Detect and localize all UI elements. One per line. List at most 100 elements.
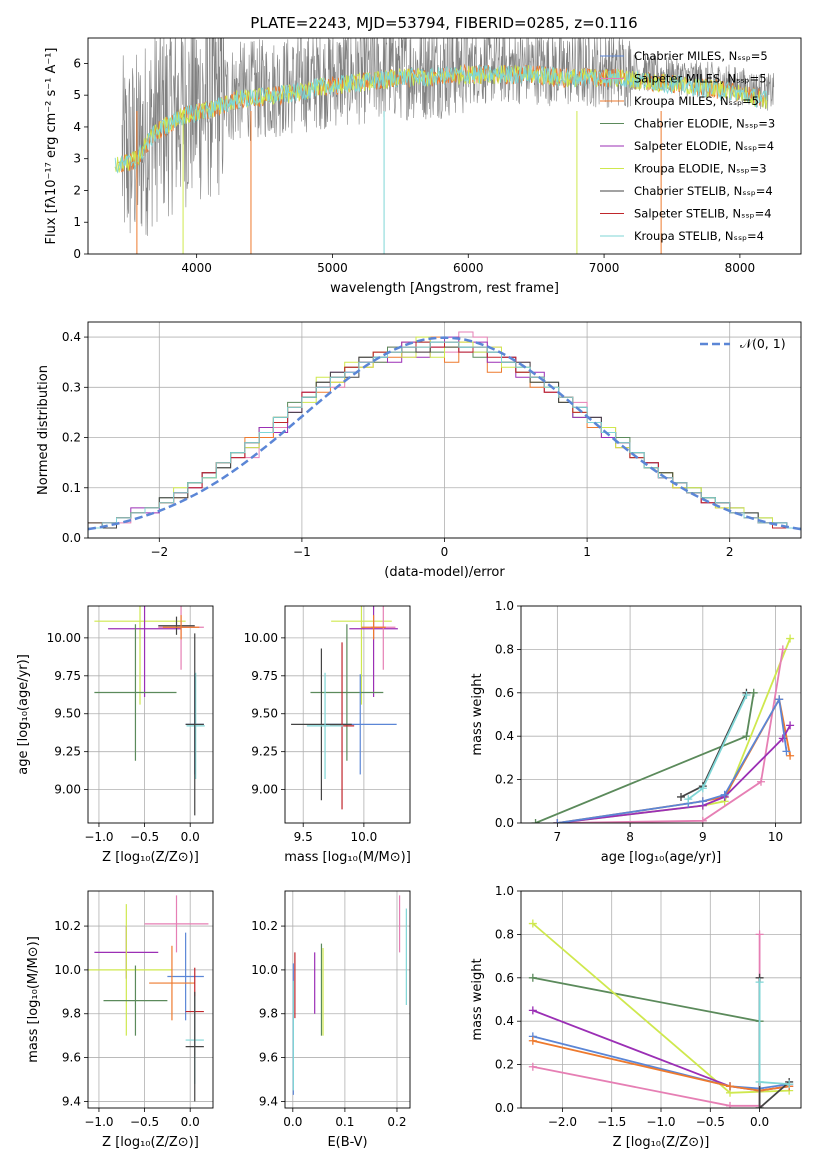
x-tick-label: 7 — [554, 830, 562, 844]
y-tick-label: 1.0 — [495, 599, 514, 613]
mass-weight-line — [535, 692, 755, 823]
y-tick-label: 2 — [73, 183, 81, 197]
legend-label: Kroupa MILES, Nₛₛₚ=5 — [634, 94, 759, 108]
age-vs-mass-panel: 9.5 10.0 9.00 9.25 9.50 9.75 10.00 mass [log₁₀(… — [244, 605, 411, 865]
x-axis-label: age [log₁₀(age/yr)] — [601, 850, 722, 865]
x-tick-label: 0 — [441, 545, 449, 559]
mass-weight-line — [557, 696, 791, 823]
x-tick-label: 2 — [726, 545, 734, 559]
y-tick-label: 3 — [73, 152, 81, 166]
y-axis-label: mass weight — [470, 673, 485, 755]
plus-marker — [698, 816, 707, 823]
spectrum-title: PLATE=2243, MJD=53794, FIBERID=0285, z=0… — [250, 14, 637, 32]
x-tick-label: −2 — [150, 545, 168, 559]
x-tick-label: 5000 — [317, 261, 348, 275]
plus-marker — [786, 721, 795, 730]
axes-frame — [520, 605, 802, 824]
axes-frame — [87, 321, 802, 539]
legend-label: Chabrier STELIB, Nₛₛₚ=4 — [634, 184, 773, 198]
gaussian-curve — [88, 336, 801, 531]
legend-label: Chabrier ELODIE, Nₛₛₚ=3 — [634, 117, 775, 131]
legend-label: Chabrier MILES, Nₛₛₚ=5 — [634, 49, 768, 63]
y-tick-label: 9.6 — [259, 1051, 278, 1065]
plus-marker — [786, 751, 795, 760]
mass-weight-line — [557, 649, 784, 823]
y-tick-label: 0 — [73, 247, 81, 261]
mass-vs-ebv-panel: 0.0 0.1 0.2 9.4 9.6 9.8 10.0 10.2 E(B-V) — [251, 890, 411, 1150]
y-tick-label: 10.00 — [244, 631, 278, 645]
y-tick-label: 0.4 — [62, 330, 81, 344]
x-tick-label: 8000 — [725, 261, 756, 275]
y-tick-label: 0.0 — [62, 531, 81, 545]
y-tick-label: 0.2 — [495, 773, 514, 787]
y-tick-label: 1.0 — [495, 884, 514, 898]
x-tick-label: 0.0 — [750, 1115, 769, 1129]
y-tick-label: 10.0 — [54, 963, 81, 977]
y-tick-label: 0.0 — [495, 816, 514, 830]
plus-marker — [531, 819, 540, 823]
plus-marker — [720, 790, 729, 799]
y-axis-label: Flux [fλ10⁻¹⁷ erg cm⁻² s⁻¹ A⁻¹] — [44, 48, 59, 245]
x-axis-label: E(B-V) — [327, 1135, 367, 1150]
plus-marker — [742, 690, 751, 699]
y-tick-label: 0.3 — [62, 380, 81, 394]
mass-weight-line — [532, 1035, 790, 1090]
plus-marker — [528, 1036, 537, 1045]
axes-frame — [87, 37, 802, 255]
y-tick-label: 9.00 — [251, 783, 278, 797]
x-tick-label: 10.0 — [351, 830, 378, 844]
x-axis-label: Z [log₁₀(Z/Z⊙)] — [613, 1135, 710, 1150]
axes-frame — [284, 605, 411, 824]
y-tick-label: 9.25 — [251, 745, 278, 759]
y-tick-label: 9.8 — [259, 1007, 278, 1021]
x-axis-label: wavelength [Angstrom, rest frame] — [330, 281, 559, 296]
y-tick-label: 10.00 — [47, 631, 81, 645]
x-axis-label: mass [log₁₀(M/M⊙)] — [284, 850, 411, 865]
legend-label: Salpeter STELIB, Nₛₛₚ=4 — [634, 207, 772, 221]
y-tick-label: 4 — [73, 120, 81, 134]
plus-marker — [775, 695, 784, 704]
mass-weight-line — [758, 982, 790, 1085]
y-tick-label: 0.1 — [62, 481, 81, 495]
y-axis-label: mass weight — [470, 958, 485, 1040]
x-axis-label: Z [log₁₀(Z/Z⊙)] — [102, 850, 199, 865]
axes-frame — [87, 605, 214, 824]
mass-weight-line — [532, 1039, 790, 1092]
legend-label: Salpeter MILES, Nₛₛₚ=5 — [634, 72, 767, 86]
x-tick-label: 0.0 — [181, 1115, 200, 1129]
mass-weight-line — [557, 638, 791, 823]
y-tick-label: 0.4 — [495, 1014, 514, 1028]
y-tick-label: 9.6 — [62, 1051, 81, 1065]
plus-marker — [785, 1080, 794, 1089]
y-tick-label: 0.8 — [495, 927, 514, 941]
y-tick-label: 9.00 — [54, 783, 81, 797]
y-tick-label: 9.50 — [251, 707, 278, 721]
y-tick-label: 5 — [73, 88, 81, 102]
x-tick-label: −0.5 — [696, 1115, 725, 1129]
plot-area — [88, 331, 801, 538]
legend-label: Salpeter ELODIE, Nₛₛₚ=4 — [634, 139, 774, 153]
y-tick-label: 9.8 — [62, 1007, 81, 1021]
plus-marker — [749, 688, 758, 697]
plus-marker — [742, 732, 751, 741]
x-tick-label: −0.5 — [130, 830, 159, 844]
y-axis-label: age [log₁₀(age/yr)] — [16, 654, 31, 775]
plus-marker — [726, 1101, 735, 1108]
mass-vs-metallicity-panel: −1.0 −0.5 0.0 9.4 9.6 9.8 10.0 10.2 Z [log₁₀(Z/Z… — [26, 890, 214, 1150]
plus-marker — [528, 973, 537, 982]
plus-marker — [698, 784, 707, 793]
spectrum-panel: 4000 5000 6000 7000 8000 0 1 2 3 4 5 6 wavelength [A… — [44, 37, 802, 296]
x-tick-label: 0.2 — [387, 1115, 406, 1129]
y-tick-label: 9.4 — [62, 1094, 81, 1108]
plot-area — [528, 919, 794, 1108]
plus-marker — [757, 777, 765, 786]
mass-weight-line — [680, 692, 748, 798]
plus-marker — [755, 978, 764, 987]
axes-frame — [284, 890, 411, 1109]
x-tick-label: 6000 — [453, 261, 484, 275]
age-vs-metallicity-panel: −1.0 −0.5 0.0 9.00 9.25 9.50 9.75 10.00 Z [log₁₀… — [16, 605, 214, 865]
plus-marker — [528, 1062, 537, 1071]
y-tick-label: 9.75 — [54, 669, 81, 683]
x-axis-label: Z [log₁₀(Z/Z⊙)] — [102, 1135, 199, 1150]
x-tick-label: 7000 — [589, 261, 620, 275]
